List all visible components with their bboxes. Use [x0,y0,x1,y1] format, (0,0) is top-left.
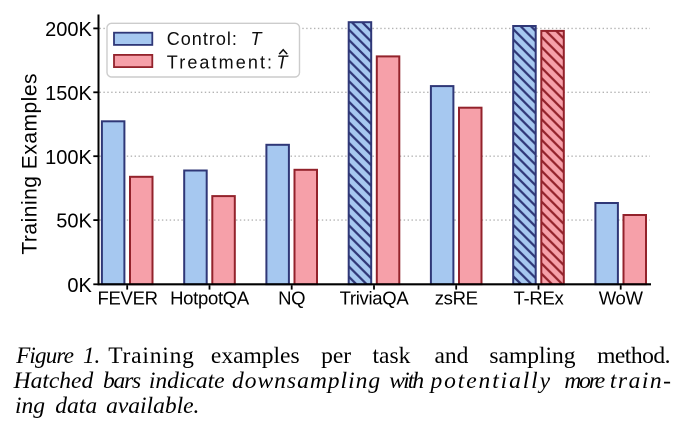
svg-text:T: T [277,53,290,73]
svg-text:Training Examples: Training Examples [19,73,42,255]
svg-text:T: T [251,29,264,49]
svg-text:Treatment:: Treatment: [167,53,274,73]
svg-text:0K: 0K [67,275,92,297]
svg-text:zsRE: zsRE [435,287,478,308]
svg-text:150K: 150K [45,83,92,105]
svg-text:Control:: Control: [167,29,238,49]
svg-text:T-REx: T-REx [514,287,565,308]
svg-text:200K: 200K [45,19,92,41]
svg-text:NQ: NQ [278,287,305,308]
svg-text:FEVER: FEVER [98,287,158,308]
svg-text:100K: 100K [45,147,92,169]
svg-text:WoW: WoW [599,287,644,308]
svg-text:HotpotQA: HotpotQA [170,287,250,308]
svg-text:TriviaQA: TriviaQA [340,287,410,308]
svg-text:50K: 50K [56,211,92,233]
